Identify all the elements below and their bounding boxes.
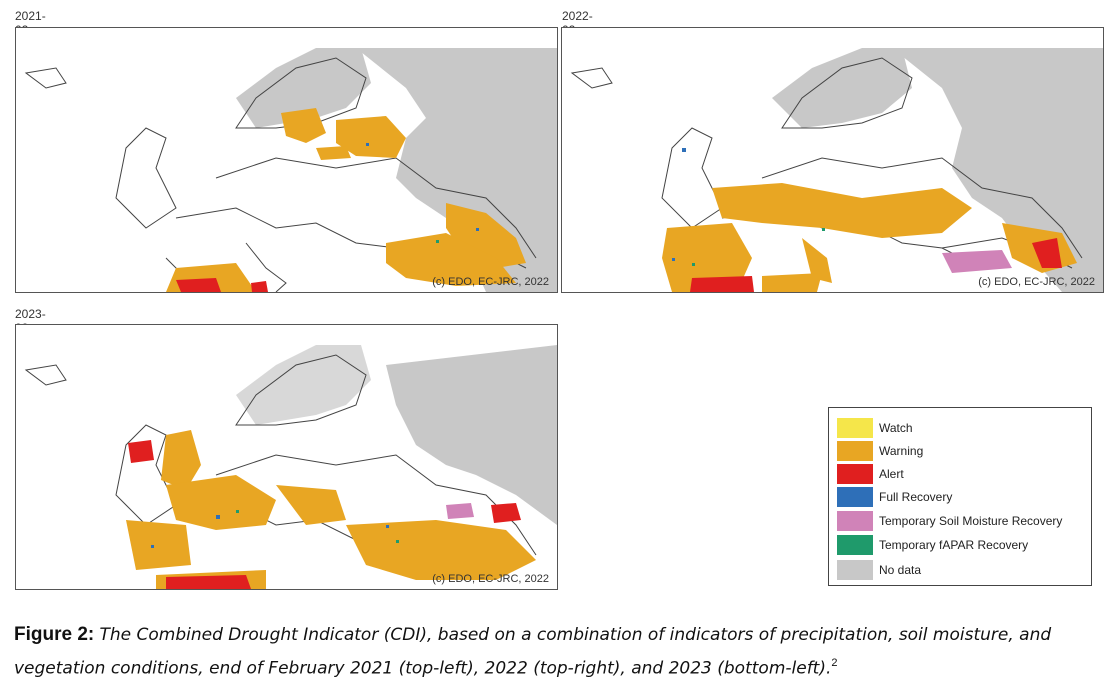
map-2022: (c) EDO, EC-JRC, 2022 <box>561 27 1104 293</box>
map-2021: (c) EDO, EC-JRC, 2022 <box>15 27 558 293</box>
europe-map-2022 <box>562 28 1103 292</box>
map-credit-2023: (c) EDO, EC-JRC, 2022 <box>432 573 549 585</box>
caption-text: The Combined Drought Indicator (CDI), ba… <box>14 625 1052 679</box>
legend-label: Warning <box>879 444 924 458</box>
legend-item-fapar-recovery: Temporary fAPAR Recovery <box>837 535 1028 555</box>
legend-label: Watch <box>879 421 913 435</box>
legend-item-warning: Warning <box>837 441 923 461</box>
map-legend: Watch Warning Alert Full Recovery Tempor… <box>828 407 1092 586</box>
figure-caption: Figure 2: The Combined Drought Indicator… <box>14 621 1114 682</box>
legend-swatch <box>837 487 873 507</box>
legend-swatch <box>837 441 873 461</box>
legend-item-watch: Watch <box>837 418 913 438</box>
map-2023: (c) EDO, EC-JRC, 2022 <box>15 324 558 590</box>
legend-label: Temporary fAPAR Recovery <box>879 538 1029 552</box>
europe-map-2023 <box>16 325 557 589</box>
europe-map-2021 <box>16 28 557 292</box>
legend-swatch <box>837 464 873 484</box>
legend-swatch <box>837 418 873 438</box>
map-credit-2021: (c) EDO, EC-JRC, 2022 <box>432 276 549 288</box>
caption-label: Figure 2: <box>14 624 95 645</box>
legend-item-soil-moisture-recovery: Temporary Soil Moisture Recovery <box>837 511 1062 531</box>
legend-label: Full Recovery <box>879 490 953 504</box>
legend-item-no-data: No data <box>837 560 921 580</box>
legend-label: Alert <box>879 467 904 481</box>
legend-swatch <box>837 535 873 555</box>
legend-label: No data <box>879 563 922 577</box>
legend-label: Temporary Soil Moisture Recovery <box>879 514 1063 528</box>
caption-footnote: 2 <box>831 657 838 669</box>
legend-item-full-recovery: Full Recovery <box>837 487 952 507</box>
legend-swatch <box>837 560 873 580</box>
legend-item-alert: Alert <box>837 464 904 484</box>
map-credit-2022: (c) EDO, EC-JRC, 2022 <box>978 276 1095 288</box>
legend-swatch <box>837 511 873 531</box>
